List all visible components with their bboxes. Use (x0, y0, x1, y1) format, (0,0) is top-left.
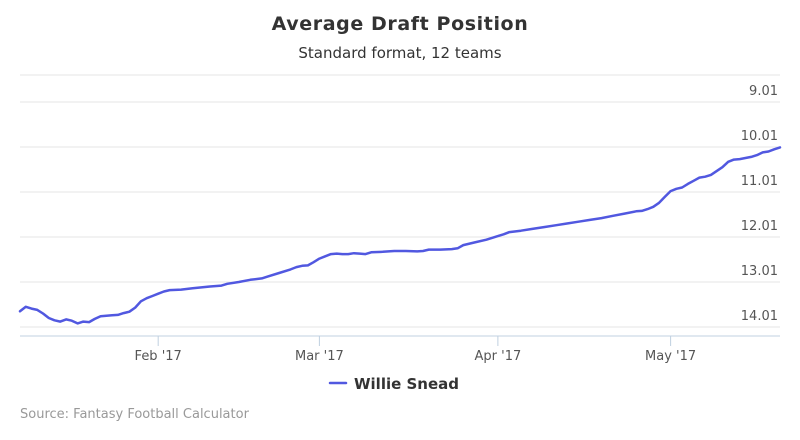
chart-subtitle: Standard format, 12 teams (298, 44, 501, 62)
y-tick-label: 9.01 (749, 84, 778, 99)
y-tick-label: 14.01 (741, 309, 778, 324)
y-tick-label: 10.01 (741, 129, 778, 144)
series-line-willie-snead[interactable] (18, 146, 782, 325)
y-tick-label: 11.01 (741, 174, 778, 189)
credits-source[interactable]: Source: Fantasy Football Calculator (20, 407, 250, 422)
series-layer (18, 146, 782, 325)
y-axis-labels: 9.01 10.01 11.01 12.01 13.01 14.01 (741, 84, 778, 324)
y-tick-label: 13.01 (741, 264, 778, 279)
y-tick-label: 12.01 (741, 219, 778, 234)
x-tick-label: Apr '17 (475, 349, 522, 364)
chart-title: Average Draft Position (272, 13, 529, 35)
x-tick-label: Mar '17 (295, 349, 344, 364)
legend[interactable]: Willie Snead (328, 375, 459, 393)
y-gridlines (20, 74, 780, 328)
x-axis: Feb '17 Mar '17 Apr '17 May '17 (20, 335, 780, 364)
legend-label-willie-snead[interactable]: Willie Snead (354, 375, 459, 393)
x-tick-label: May '17 (645, 349, 696, 364)
x-tick-label: Feb '17 (135, 349, 182, 364)
